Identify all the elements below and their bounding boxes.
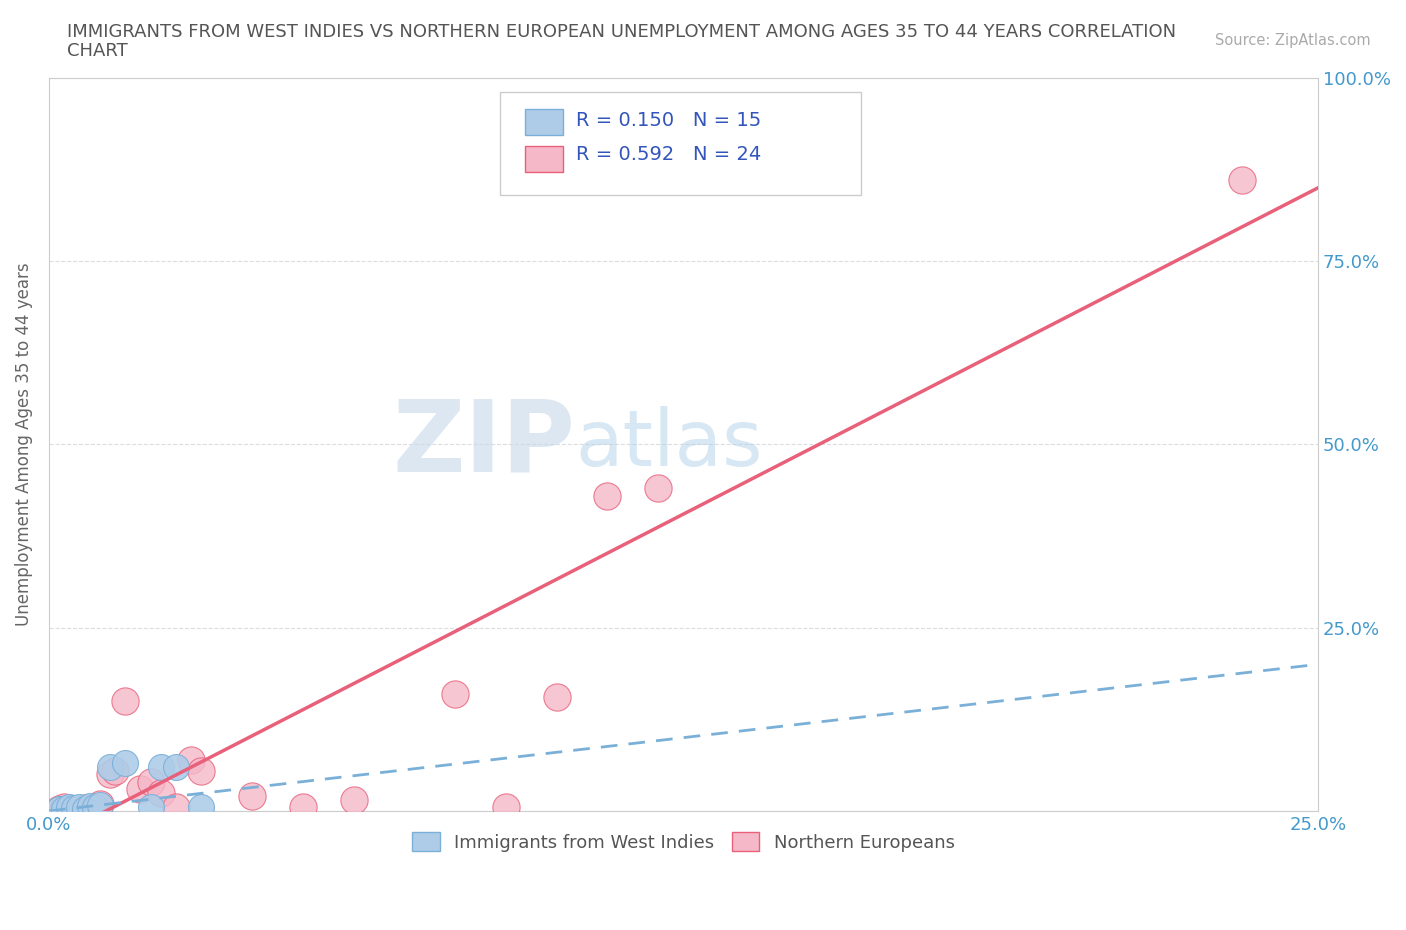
Point [104,764,127,778]
Point [79,798,101,813]
Point [190,800,212,815]
Point [240,789,263,804]
Point [190,764,212,778]
Y-axis label: Unemployment Among Ages 35 to 44 years: Unemployment Among Ages 35 to 44 years [15,262,32,626]
Point [139,774,162,789]
Point [165,800,187,815]
Point [647,481,669,496]
Point [73,802,96,817]
Point [53,800,76,815]
Point [1230,173,1253,188]
Text: Source: ZipAtlas.com: Source: ZipAtlas.com [1215,33,1371,47]
Point [444,686,467,701]
Text: ZIP: ZIP [392,396,575,493]
Point [114,756,136,771]
FancyBboxPatch shape [524,146,562,172]
Point [495,800,517,815]
Legend: Immigrants from West Indies, Northern Europeans: Immigrants from West Indies, Northern Eu… [404,823,963,860]
Point [165,760,187,775]
Point [83,800,105,815]
Point [48,802,70,817]
Point [48,802,70,817]
Point [79,802,101,817]
Point [129,781,152,796]
Point [149,785,172,800]
Point [98,760,121,775]
Text: R = 0.592   N = 24: R = 0.592 N = 24 [575,145,761,165]
Point [89,796,111,811]
Point [63,801,86,816]
Point [596,488,619,503]
Point [114,694,136,709]
Point [291,800,314,815]
Point [67,799,90,814]
Point [73,801,96,816]
Point [58,800,80,815]
Text: R = 0.150   N = 15: R = 0.150 N = 15 [575,111,761,130]
Text: atlas: atlas [575,406,763,483]
Point [98,767,121,782]
Point [89,798,111,813]
Text: CHART: CHART [67,42,128,60]
Point [139,800,162,815]
Point [63,802,86,817]
Point [342,792,364,807]
Point [546,690,568,705]
Point [149,760,172,775]
Point [180,752,202,767]
Text: IMMIGRANTS FROM WEST INDIES VS NORTHERN EUROPEAN UNEMPLOYMENT AMONG AGES 35 TO 4: IMMIGRANTS FROM WEST INDIES VS NORTHERN … [67,23,1177,41]
FancyBboxPatch shape [524,110,562,135]
FancyBboxPatch shape [499,92,862,195]
Point [53,802,76,817]
